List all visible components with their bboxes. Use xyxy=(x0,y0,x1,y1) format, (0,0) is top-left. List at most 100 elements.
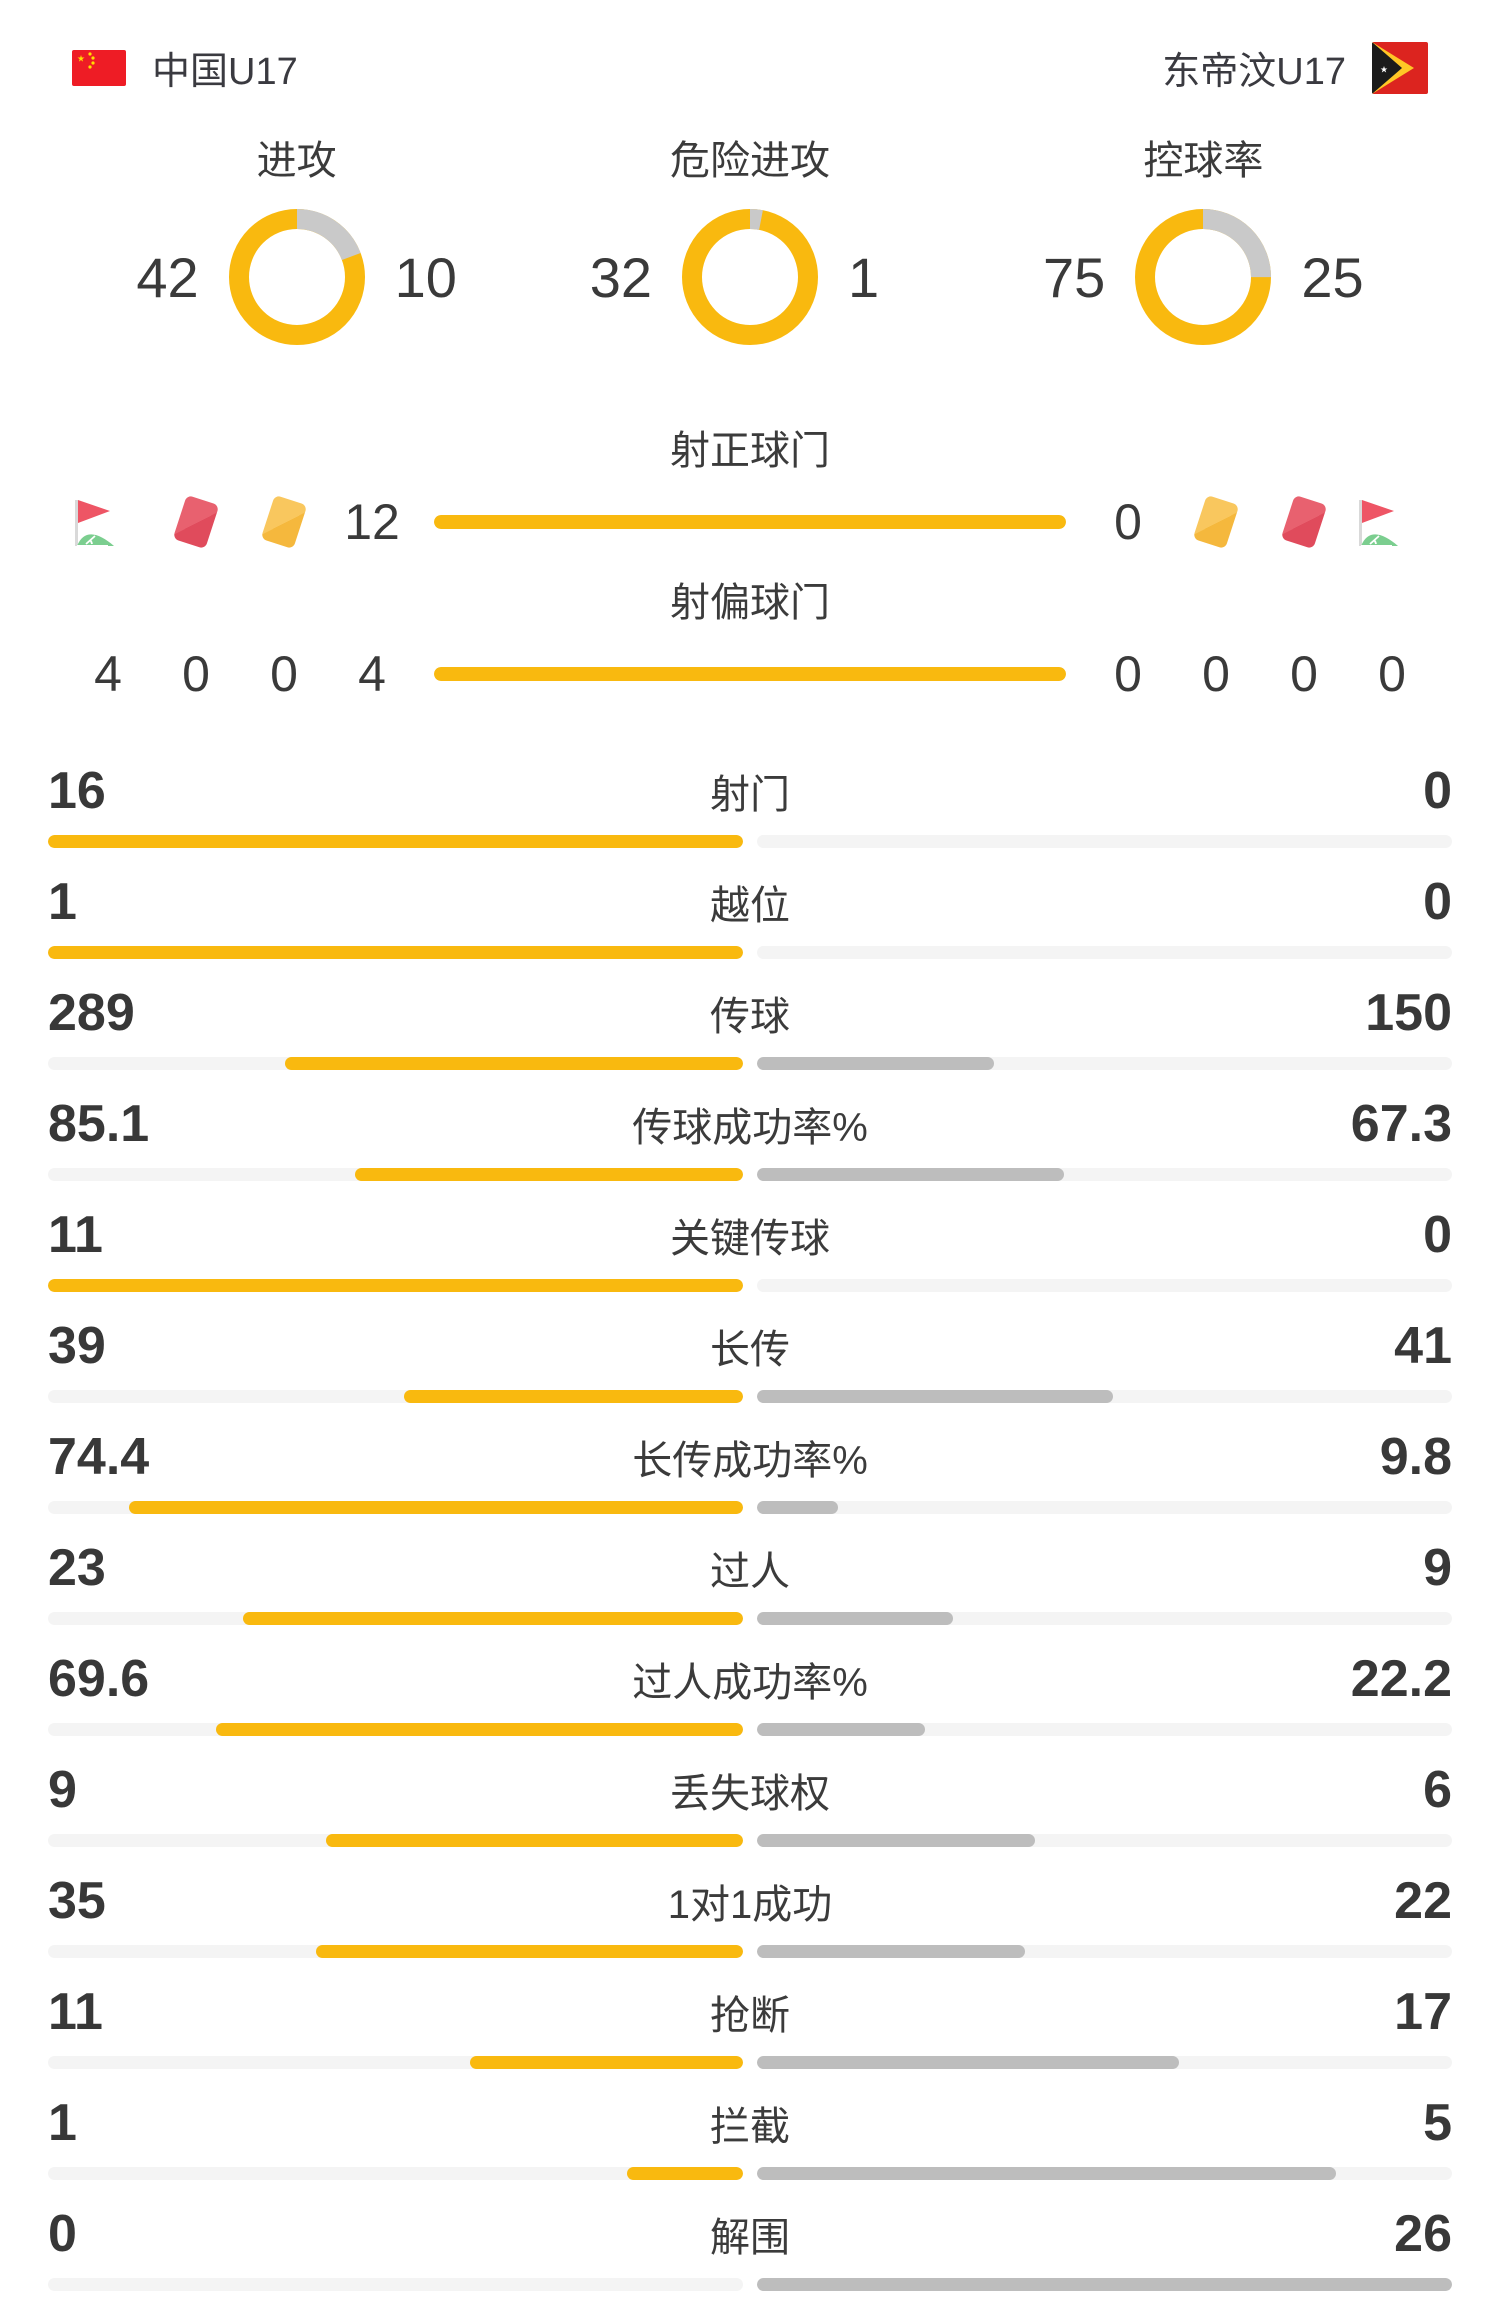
stat-bar-home-fill xyxy=(316,1945,743,1958)
stat-bar-home-track xyxy=(48,1834,743,1847)
stat-label: 传球成功率% xyxy=(632,1106,868,1150)
stat-row: 85.1 传球成功率% 67.3 xyxy=(48,1096,1452,1181)
stat-bar-away-fill xyxy=(757,1723,926,1736)
shots-off-target-row: 4 0 0 4 0 0 0 0 xyxy=(0,641,1500,707)
stat-bar-away-fill xyxy=(757,1501,838,1514)
stat-bar-away-fill xyxy=(757,1612,953,1625)
away-red-cards-value: 0 xyxy=(1290,646,1318,702)
stat-bar-home-track xyxy=(48,1945,743,1958)
red-card-icon xyxy=(1260,494,1348,550)
stat-label: 抢断 xyxy=(710,1994,790,2038)
donut-chart xyxy=(228,209,365,345)
stat-bar-home-track xyxy=(48,1168,743,1181)
stat-row: 23 过人 9 xyxy=(48,1540,1452,1625)
stat-label: 解围 xyxy=(710,2216,790,2260)
stat-row: 74.4 长传成功率% 9.8 xyxy=(48,1429,1452,1514)
stat-away-value: 6 xyxy=(1423,1761,1452,1819)
stat-bar-away-track xyxy=(757,1390,1452,1403)
shots-on-target-row: 12 0 xyxy=(0,489,1500,555)
stat-home-value: 9 xyxy=(48,1761,77,1819)
stat-row: 9 丢失球权 6 xyxy=(48,1762,1452,1847)
home-corners-value: 4 xyxy=(94,646,122,702)
stat-row: 0 解围 26 xyxy=(48,2206,1452,2291)
stat-bar-home-fill xyxy=(354,1168,743,1181)
stat-away-value: 22 xyxy=(1394,1872,1452,1930)
stat-label: 1对1成功 xyxy=(667,1883,833,1927)
stat-head: 11 抢断 17 xyxy=(48,1984,1452,2044)
stat-bar-home-track xyxy=(48,835,743,848)
stat-head: 9 丢失球权 6 xyxy=(48,1762,1452,1822)
stat-head: 1 越位 0 xyxy=(48,874,1452,934)
stat-label: 过人 xyxy=(710,1550,790,1594)
stat-row: 11 抢断 17 xyxy=(48,1984,1452,2069)
shots-on-target-title: 射正球门 xyxy=(670,429,830,473)
shots-off-target-away-value: 0 xyxy=(1114,646,1142,702)
stat-bar-home-fill xyxy=(404,1390,743,1403)
stat-away-value: 26 xyxy=(1394,2205,1452,2263)
stat-label: 传球 xyxy=(710,995,790,1039)
stat-bar-away-track xyxy=(757,2056,1452,2069)
stat-bar-home-fill xyxy=(469,2056,743,2069)
stat-bar xyxy=(48,2056,1452,2069)
match-header: 中国U17 东帝汶U17 xyxy=(0,0,1500,95)
stat-head: 16 射门 0 xyxy=(48,763,1452,823)
donut-row: 75 25 xyxy=(1035,209,1371,345)
stat-bar xyxy=(48,1834,1452,1847)
away-yellow-cards-value: 0 xyxy=(1202,646,1230,702)
stat-away-value: 67.3 xyxy=(1350,1095,1452,1153)
stat-bar-home-fill xyxy=(285,1057,743,1070)
stat-bar-away-fill xyxy=(757,1168,1064,1181)
shots-on-target-away-value: 0 xyxy=(1114,494,1142,550)
donut-home-value: 32 xyxy=(589,245,652,309)
stat-bar-away-fill xyxy=(757,1057,995,1070)
stat-away-value: 0 xyxy=(1423,873,1452,931)
stat-away-value: 0 xyxy=(1423,762,1452,820)
stat-bar xyxy=(48,1168,1452,1181)
team-away: 东帝汶U17 xyxy=(1162,40,1428,95)
stat-head: 0 解围 26 xyxy=(48,2206,1452,2266)
stat-head: 23 过人 9 xyxy=(48,1540,1452,1600)
stat-home-value: 1 xyxy=(48,873,77,931)
timor-leste-flag-icon xyxy=(1372,41,1428,94)
stat-head: 39 长传 41 xyxy=(48,1318,1452,1378)
stat-bar xyxy=(48,1057,1452,1070)
stat-bar-home-fill xyxy=(216,1723,743,1736)
stat-away-value: 41 xyxy=(1394,1317,1452,1375)
stat-away-value: 9 xyxy=(1423,1539,1452,1597)
stat-bar-away-fill xyxy=(757,2056,1179,2069)
stat-head: 74.4 长传成功率% 9.8 xyxy=(48,1429,1452,1489)
stat-label: 过人成功率% xyxy=(632,1661,868,1705)
shots-bar-home-fill xyxy=(434,515,1066,529)
stat-row: 1 越位 0 xyxy=(48,874,1452,959)
stat-bar-home-track xyxy=(48,1279,743,1292)
stat-away-value: 22.2 xyxy=(1350,1650,1452,1708)
donut-away-value: 1 xyxy=(847,245,880,309)
stat-home-value: 39 xyxy=(48,1317,106,1375)
shots-on-target-home-value: 12 xyxy=(344,494,400,550)
stat-bar-away-fill xyxy=(757,2167,1337,2180)
stat-label: 越位 xyxy=(710,884,790,928)
stat-home-value: 11 xyxy=(48,1983,103,2041)
stat-bar-home-fill xyxy=(128,1501,743,1514)
stat-head: 289 传球 150 xyxy=(48,985,1452,1045)
yellow-card-icon xyxy=(240,494,328,550)
stat-label: 长传成功率% xyxy=(632,1439,868,1483)
stat-label: 拦截 xyxy=(710,2105,790,2149)
red-card-icon xyxy=(152,494,240,550)
donut-row: 42 10 xyxy=(129,209,465,345)
stat-bar-home-fill xyxy=(48,835,743,848)
stat-bar xyxy=(48,2278,1452,2291)
shots-off-target-home-value: 4 xyxy=(358,646,386,702)
stat-bar-home-fill xyxy=(326,1834,743,1847)
stat-bar xyxy=(48,835,1452,848)
stat-head: 1 拦截 5 xyxy=(48,2095,1452,2155)
stat-label: 长传 xyxy=(710,1328,790,1372)
stat-head: 35 1对1成功 22 xyxy=(48,1873,1452,1933)
donut-title: 进攻 xyxy=(256,139,337,183)
home-red-cards-value: 0 xyxy=(182,646,210,702)
stat-bar xyxy=(48,1390,1452,1403)
stat-away-value: 0 xyxy=(1423,1206,1452,1264)
donut-group: 进攻 42 10 xyxy=(70,139,523,345)
stat-bar-home-fill xyxy=(627,2167,743,2180)
donut-away-value: 10 xyxy=(394,245,457,309)
